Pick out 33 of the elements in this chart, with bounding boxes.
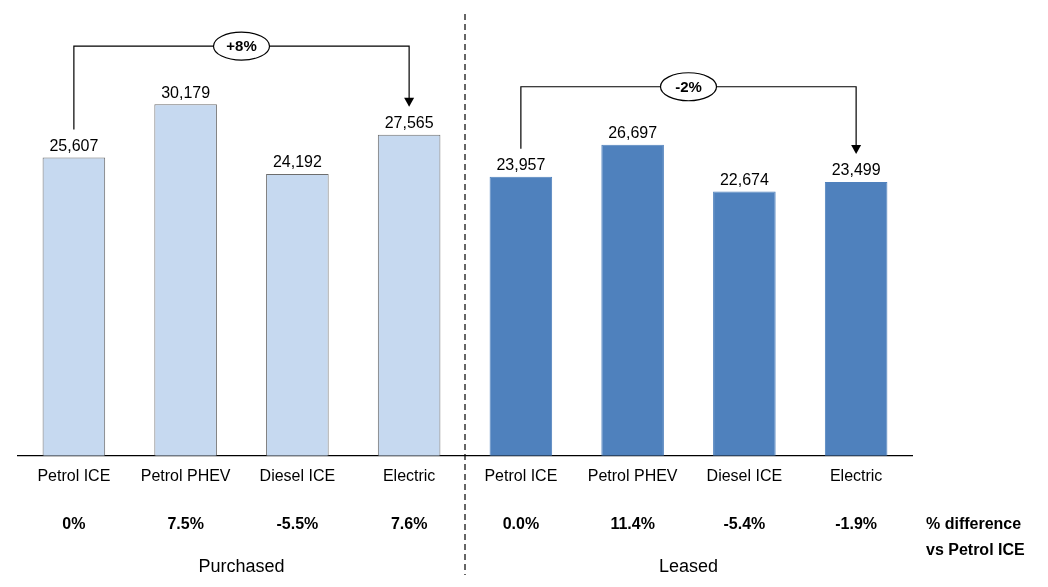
data-label: 23,957 — [496, 156, 546, 174]
text: +8% — [226, 37, 257, 55]
x-tick-label: Diesel ICE — [706, 466, 783, 484]
x-tick-label: Petrol ICE — [484, 466, 558, 484]
text: 0% — [62, 515, 86, 533]
bar — [601, 144, 664, 456]
data-label: 27,565 — [384, 114, 434, 132]
text: Leased — [658, 555, 719, 576]
x-tick-label: Diesel ICE — [259, 466, 336, 484]
data-label: 23,499 — [831, 161, 881, 179]
x-tick-label: Electric — [829, 466, 883, 484]
x-tick-label: Electric — [382, 466, 436, 484]
x-tick-label: Petrol PHEV — [140, 466, 231, 484]
bar — [824, 182, 888, 456]
text: -5.4% — [723, 515, 766, 533]
text: -1.9% — [835, 515, 878, 533]
text: Purchased — [198, 555, 285, 576]
data-label: 26,697 — [608, 124, 658, 142]
text: % difference vs Petrol ICE — [926, 515, 1026, 559]
data-label: 24,192 — [272, 153, 322, 171]
text: -5.5% — [276, 515, 319, 533]
text: 0.0% — [502, 515, 540, 533]
text: 7.5% — [167, 515, 204, 533]
text: 7.6% — [390, 515, 428, 533]
bar — [489, 176, 553, 456]
x-tick-label: Petrol PHEV — [587, 466, 678, 484]
text: 11.4% — [610, 515, 655, 533]
text: -2% — [675, 77, 702, 95]
data-label: 30,179 — [161, 83, 211, 101]
x-tick-label: Petrol ICE — [37, 466, 111, 484]
data-label: 25,607 — [49, 136, 99, 154]
data-label: 22,674 — [719, 171, 769, 189]
bar — [713, 191, 776, 456]
